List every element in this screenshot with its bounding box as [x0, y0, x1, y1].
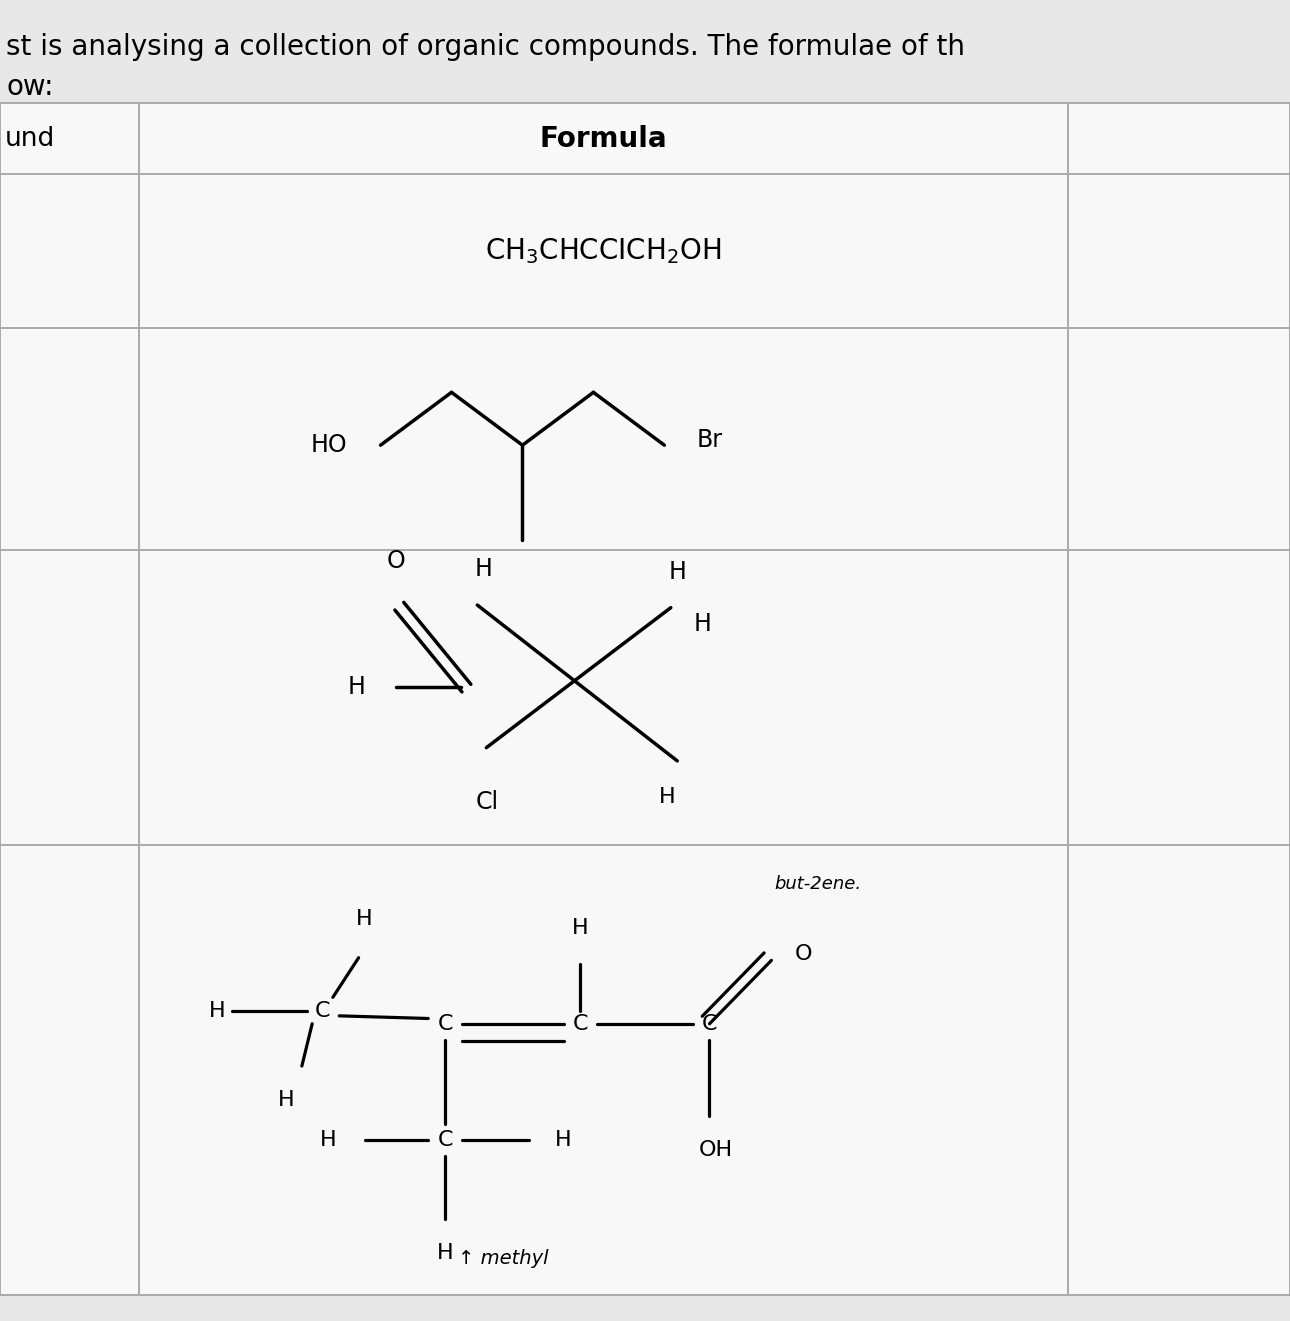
Text: H: H [320, 1129, 337, 1151]
Text: CH$_3$CHCCICH$_2$OH: CH$_3$CHCCICH$_2$OH [485, 236, 722, 266]
Text: H: H [209, 1000, 226, 1021]
Text: st is analysing a collection of organic compounds. The formulae of th: st is analysing a collection of organic … [6, 33, 965, 61]
Text: but-2ene.: but-2ene. [774, 875, 862, 893]
Text: Formula: Formula [541, 124, 667, 153]
Text: H: H [475, 557, 493, 581]
Text: O: O [387, 550, 405, 573]
Text: C: C [437, 1129, 453, 1151]
Text: OH: OH [699, 1140, 733, 1160]
Text: H: H [356, 909, 372, 929]
Text: und: und [5, 125, 55, 152]
Text: H: H [347, 675, 365, 699]
Text: H: H [659, 787, 675, 807]
Text: ow:: ow: [6, 73, 54, 100]
Text: O: O [795, 943, 813, 964]
Text: H: H [668, 560, 686, 584]
Text: C: C [315, 1000, 330, 1021]
Text: C: C [573, 1013, 588, 1034]
Text: H: H [694, 612, 712, 635]
Text: Br: Br [697, 428, 722, 452]
Text: C: C [437, 1013, 453, 1034]
Text: H: H [437, 1243, 453, 1263]
Text: HO: HO [311, 433, 347, 457]
Text: C: C [702, 1013, 717, 1034]
Text: H: H [279, 1090, 294, 1110]
Text: H: H [573, 918, 588, 938]
Text: H: H [555, 1129, 571, 1151]
Text: ↑ methyl: ↑ methyl [458, 1250, 548, 1268]
Text: Cl: Cl [476, 790, 499, 814]
